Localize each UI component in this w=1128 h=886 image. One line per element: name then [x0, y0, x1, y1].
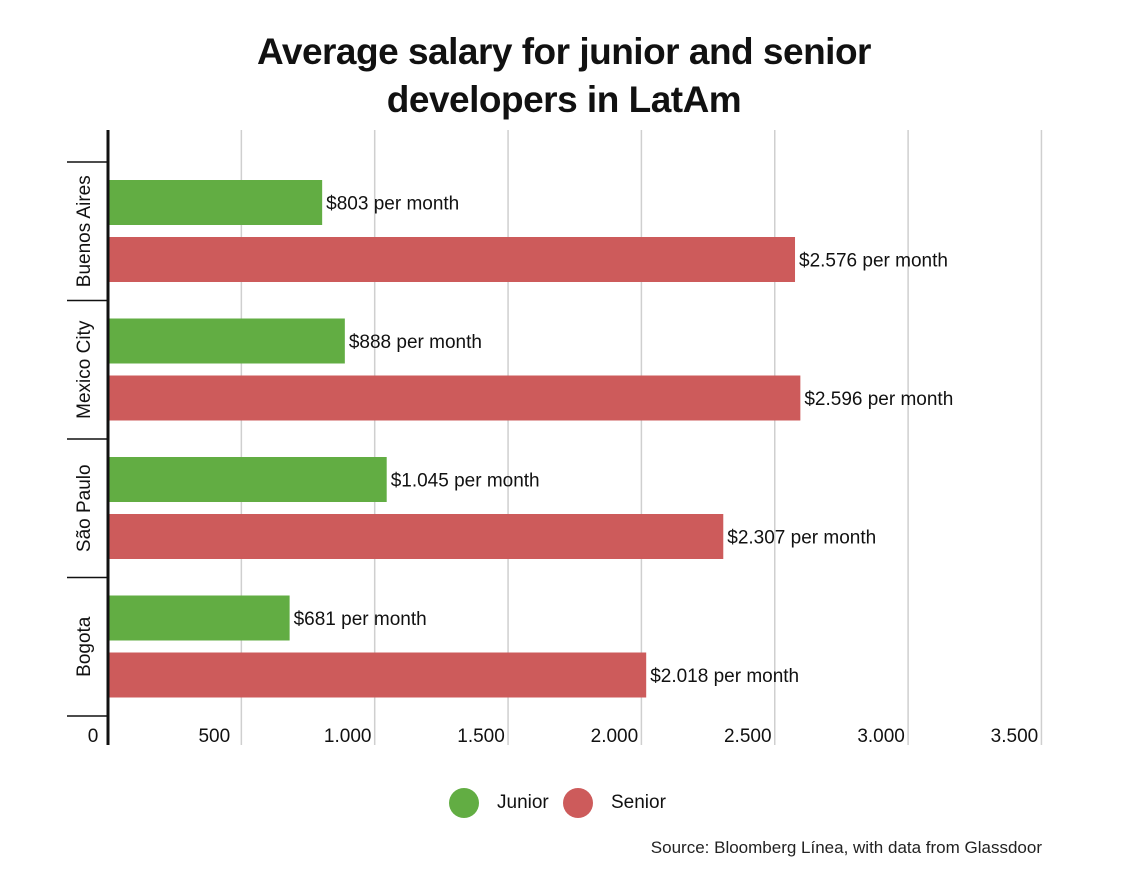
legend-label-junior: Junior	[497, 792, 549, 813]
x-tick-label-1: 500	[198, 726, 230, 747]
legend: Junior Senior	[0, 788, 1128, 824]
chart-title-line-1: Average salary for junior and senior	[257, 31, 871, 72]
category-label-3: Bogota	[74, 616, 95, 677]
legend-item-senior: Senior	[563, 788, 666, 818]
data-label-junior-2: $1.045 per month	[391, 471, 540, 492]
x-tick-label-3: 1.500	[457, 726, 505, 747]
data-label-junior-1: $888 per month	[349, 332, 482, 353]
data-label-senior-3: $2.018 per month	[650, 666, 799, 687]
source-note: Source: Bloomberg Línea, with data from …	[650, 838, 1042, 857]
data-label-senior-1: $2.596 per month	[804, 389, 953, 410]
legend-swatch-senior	[563, 788, 593, 818]
bar-junior-1	[108, 318, 345, 364]
x-tick-label-0: 0	[88, 726, 99, 747]
chart-title: Average salary for junior and senior dev…	[0, 28, 1128, 124]
bar-senior-2	[108, 514, 724, 559]
category-label-1: Mexico City	[74, 320, 95, 419]
bar-senior-1	[108, 375, 801, 421]
x-tick-label-4: 2.000	[591, 726, 639, 747]
x-tick-label-5: 2.500	[724, 726, 772, 747]
x-tick-label-2: 1.000	[324, 726, 372, 747]
category-label-2: São Paulo	[74, 464, 95, 552]
x-tick-label-7: 3.500	[991, 726, 1039, 747]
data-label-senior-0: $2.576 per month	[799, 251, 948, 272]
data-label-junior-3: $681 per month	[294, 609, 427, 630]
data-label-senior-2: $2.307 per month	[727, 528, 876, 549]
bar-junior-0	[108, 180, 323, 225]
chart-title-line-2: developers in LatAm	[386, 79, 742, 120]
x-tick-label-6: 3.000	[857, 726, 905, 747]
bar-senior-3	[108, 652, 647, 698]
category-label-0: Buenos Aires	[74, 175, 95, 287]
bar-junior-3	[108, 595, 290, 641]
legend-swatch-junior	[449, 788, 479, 818]
data-label-junior-0: $803 per month	[326, 194, 459, 215]
bar-junior-2	[108, 457, 387, 502]
legend-label-senior: Senior	[611, 792, 666, 813]
legend-item-junior: Junior	[449, 788, 549, 818]
bar-senior-0	[108, 237, 796, 282]
